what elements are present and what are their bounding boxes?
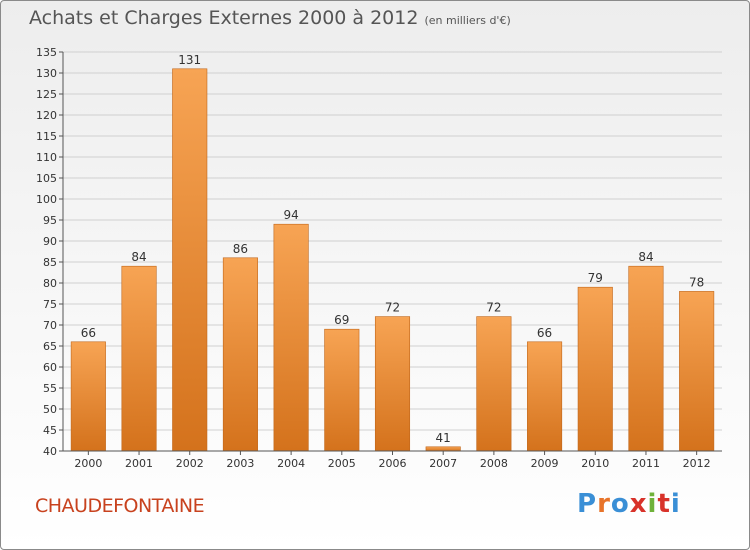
logo-letter: i [670, 489, 681, 519]
bar [476, 316, 512, 452]
y-tick-label: 110 [36, 151, 57, 164]
x-tick-label: 2000 [74, 457, 102, 470]
data-label: 72 [486, 301, 501, 315]
logo-letter: x [629, 489, 648, 519]
bar [121, 265, 157, 452]
y-tick-label: 65 [43, 340, 57, 353]
y-tick-label: 135 [36, 46, 57, 59]
data-label: 84 [638, 250, 653, 264]
chart-title: Achats et Charges Externes 2000 à 2012 (e… [29, 7, 511, 29]
x-tick-label: 2011 [632, 457, 660, 470]
y-tick-label: 105 [36, 172, 57, 185]
chart-title-text: Achats et Charges Externes 2000 à 2012 [29, 7, 419, 29]
data-label: 94 [283, 208, 298, 222]
logo-letter: P [577, 489, 598, 519]
data-label: 69 [334, 313, 349, 327]
data-label: 86 [233, 242, 248, 256]
x-tick-label: 2001 [125, 457, 153, 470]
bar [222, 257, 258, 452]
y-tick-label: 70 [43, 319, 57, 332]
y-tick-label: 50 [43, 403, 57, 416]
y-tick-label: 120 [36, 109, 57, 122]
y-tick-label: 100 [36, 193, 57, 206]
y-tick-label: 85 [43, 256, 57, 269]
proxiti-logo: Proxiti [577, 489, 681, 519]
bar [324, 328, 360, 452]
bar [425, 446, 461, 452]
bar [70, 341, 106, 452]
chart-unit: (en milliers d'€) [424, 14, 511, 27]
data-label: 66 [537, 326, 552, 340]
y-tick-label: 125 [36, 88, 57, 101]
data-label: 79 [588, 271, 603, 285]
y-tick-label: 115 [36, 130, 57, 143]
y-tick-label: 45 [43, 424, 57, 437]
logo-letter: r [597, 489, 611, 519]
x-tick-label: 2007 [429, 457, 457, 470]
y-tick-label: 80 [43, 277, 57, 290]
x-tick-label: 2012 [683, 457, 711, 470]
x-tick-label: 2008 [480, 457, 508, 470]
y-tick-label: 60 [43, 361, 57, 374]
logo-letter: i [647, 489, 658, 519]
x-tick-label: 2005 [328, 457, 356, 470]
bar [374, 316, 411, 452]
bar [273, 223, 309, 452]
data-label: 66 [81, 326, 96, 340]
x-tick-label: 2002 [176, 457, 204, 470]
bar [527, 341, 563, 452]
data-label: 84 [131, 250, 146, 264]
y-tick-label: 95 [43, 214, 57, 227]
data-label: 78 [689, 275, 704, 289]
y-tick-label: 55 [43, 382, 57, 395]
data-label: 41 [436, 431, 451, 445]
x-tick-label: 2010 [581, 457, 609, 470]
y-tick-label: 75 [43, 298, 57, 311]
logo-letter: t [657, 489, 671, 519]
data-label: 72 [385, 301, 400, 315]
x-tick-label: 2009 [531, 457, 559, 470]
bar [628, 265, 664, 452]
y-tick-label: 40 [43, 445, 57, 458]
x-tick-label: 2004 [277, 457, 305, 470]
commune-name: CHAUDEFONTAINE [35, 495, 205, 517]
y-tick-label: 130 [36, 67, 57, 80]
bar [172, 68, 208, 452]
bar [679, 291, 715, 452]
logo-letter: o [610, 489, 630, 519]
x-tick-label: 2006 [379, 457, 407, 470]
y-tick-label: 90 [43, 235, 57, 248]
bar [577, 286, 613, 452]
data-label: 131 [178, 53, 201, 67]
x-tick-label: 2003 [226, 457, 254, 470]
